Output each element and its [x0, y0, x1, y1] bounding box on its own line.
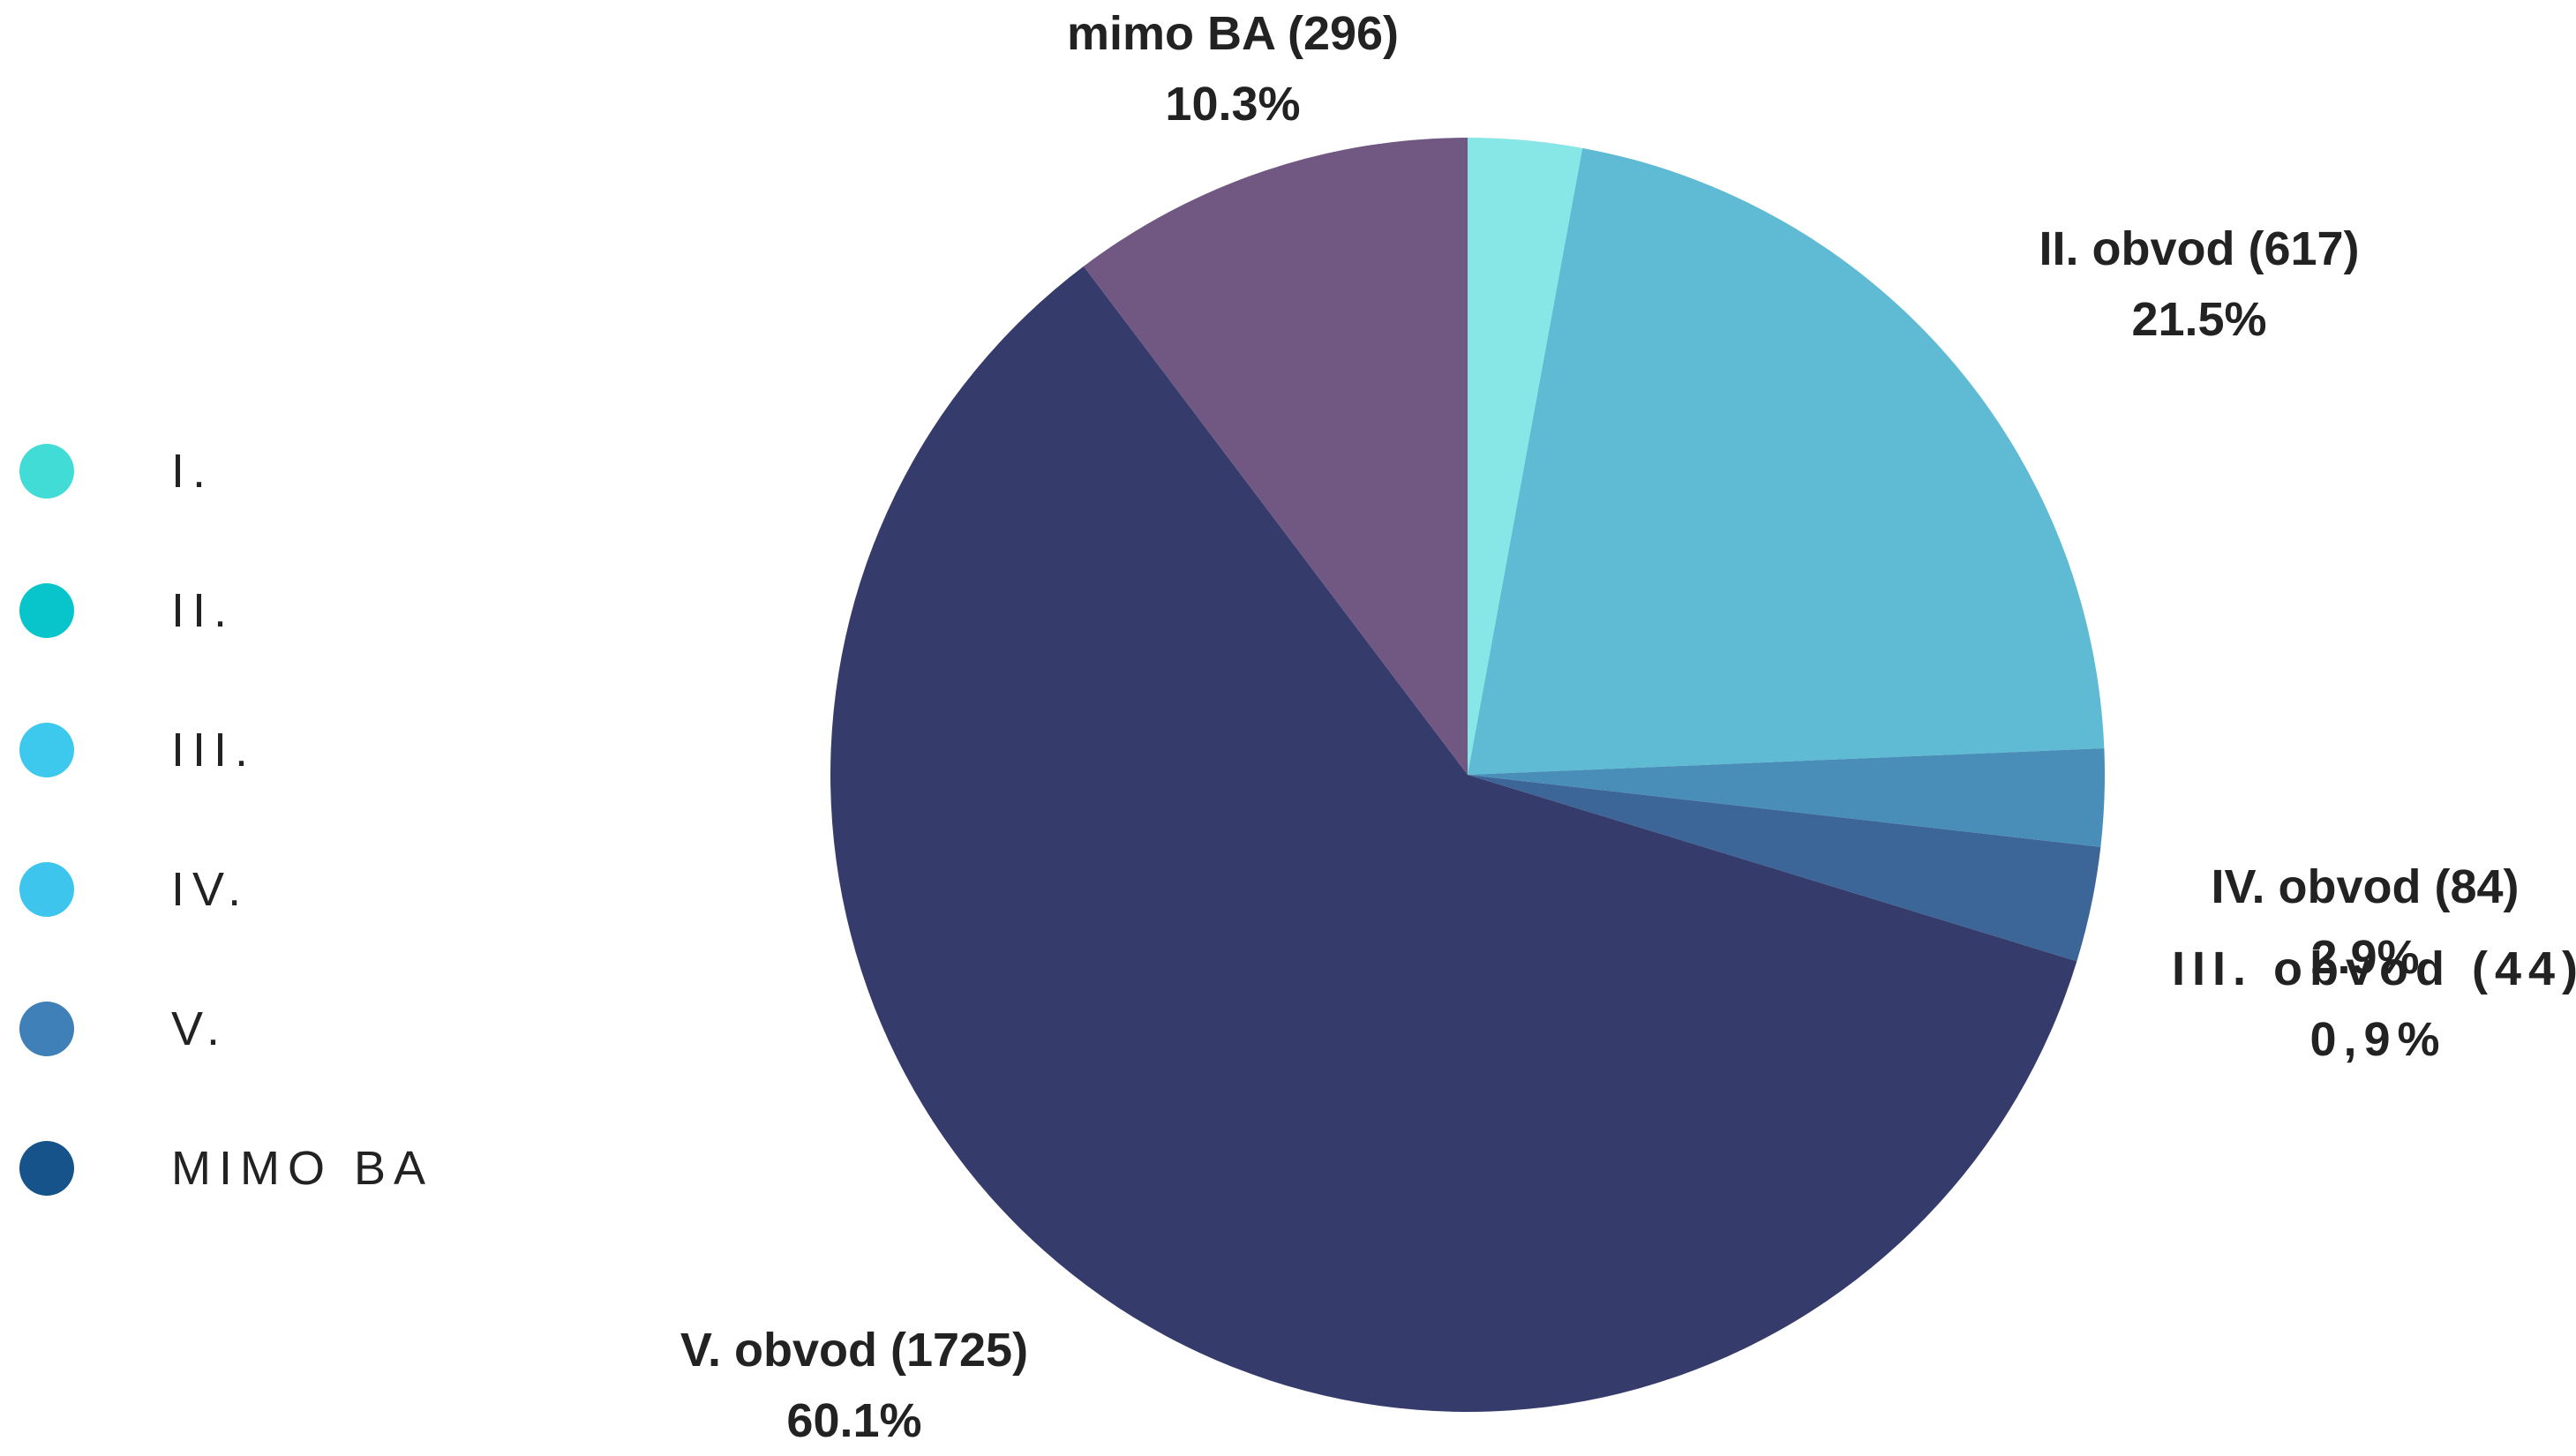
legend-item-mimo-ba[interactable]: MIMO BA	[19, 1099, 433, 1238]
legend-item-ii[interactable]: II.	[19, 541, 433, 680]
slice-label-iv: IV. obvod (84) 2.9%	[2211, 852, 2519, 993]
legend-swatch	[19, 1141, 74, 1196]
legend-label: MIMO BA	[171, 1142, 434, 1195]
slice-label-name: III. obvod (44)	[2171, 942, 2576, 995]
slice-label-name: V. obvod (1725)	[680, 1324, 1029, 1377]
legend-item-v[interactable]: V.	[19, 959, 433, 1099]
legend-label: I.	[171, 445, 214, 498]
legend-swatch	[19, 583, 74, 638]
legend-item-iv[interactable]: IV.	[19, 820, 433, 959]
slice-label-iii: III. obvod (44) 0,9%	[2172, 934, 2576, 1075]
pie-slice-i[interactable]	[1468, 138, 1583, 775]
pie-slice-mimo-ba[interactable]	[1083, 138, 1468, 775]
legend-label: III.	[171, 724, 257, 777]
slice-label-name: IV. obvod (84)	[2211, 860, 2520, 913]
pie-slice-v[interactable]	[830, 266, 2077, 1413]
slice-label-percent: 2.9%	[2310, 931, 2420, 984]
slice-label-name: mimo BA (296)	[1066, 7, 1400, 60]
pie-slice-iv[interactable]	[1468, 775, 2101, 962]
slice-label-percent: 10.3%	[1165, 78, 1301, 131]
slice-label-mimo-ba: mimo BA (296) 10.3%	[1067, 0, 1399, 139]
legend-label: V.	[171, 1002, 229, 1055]
slice-label-ii: II. obvod (617) 21.5%	[2039, 214, 2359, 355]
legend: I. II. III. IV. V. MIMO BA	[19, 402, 433, 1238]
slice-label-v: V. obvod (1725) 60.1%	[680, 1315, 1028, 1456]
pie-slice-ii[interactable]	[1468, 147, 2105, 775]
legend-swatch	[19, 444, 74, 499]
legend-swatch	[19, 862, 74, 917]
pie-slice-iii[interactable]	[1468, 748, 2105, 847]
slice-label-percent: 0,9%	[2309, 1013, 2447, 1066]
legend-item-iii[interactable]: III.	[19, 680, 433, 820]
legend-swatch	[19, 1002, 74, 1056]
legend-label: IV.	[171, 863, 250, 916]
slice-label-percent: 60.1%	[786, 1394, 922, 1447]
legend-swatch	[19, 723, 74, 777]
legend-item-i[interactable]: I.	[19, 402, 433, 541]
legend-label: II.	[171, 584, 236, 637]
slice-label-percent: 21.5%	[2131, 293, 2267, 346]
slice-label-name: II. obvod (617)	[2039, 222, 2360, 275]
